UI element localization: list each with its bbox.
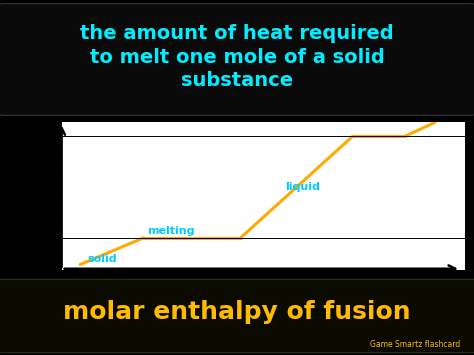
Text: melting: melting: [147, 225, 195, 235]
Text: energy: energy: [237, 296, 289, 309]
Text: solid: solid: [88, 254, 118, 264]
FancyBboxPatch shape: [0, 279, 474, 353]
Text: molar enthalpy of fusion: molar enthalpy of fusion: [63, 300, 411, 324]
Text: liquid: liquid: [285, 182, 320, 192]
Text: the amount of heat required
to melt one mole of a solid
substance: the amount of heat required to melt one …: [80, 24, 394, 90]
Y-axis label: temperature (°C): temperature (°C): [23, 148, 33, 244]
FancyBboxPatch shape: [0, 4, 474, 115]
Text: Game Smartz flashcard: Game Smartz flashcard: [370, 340, 460, 349]
